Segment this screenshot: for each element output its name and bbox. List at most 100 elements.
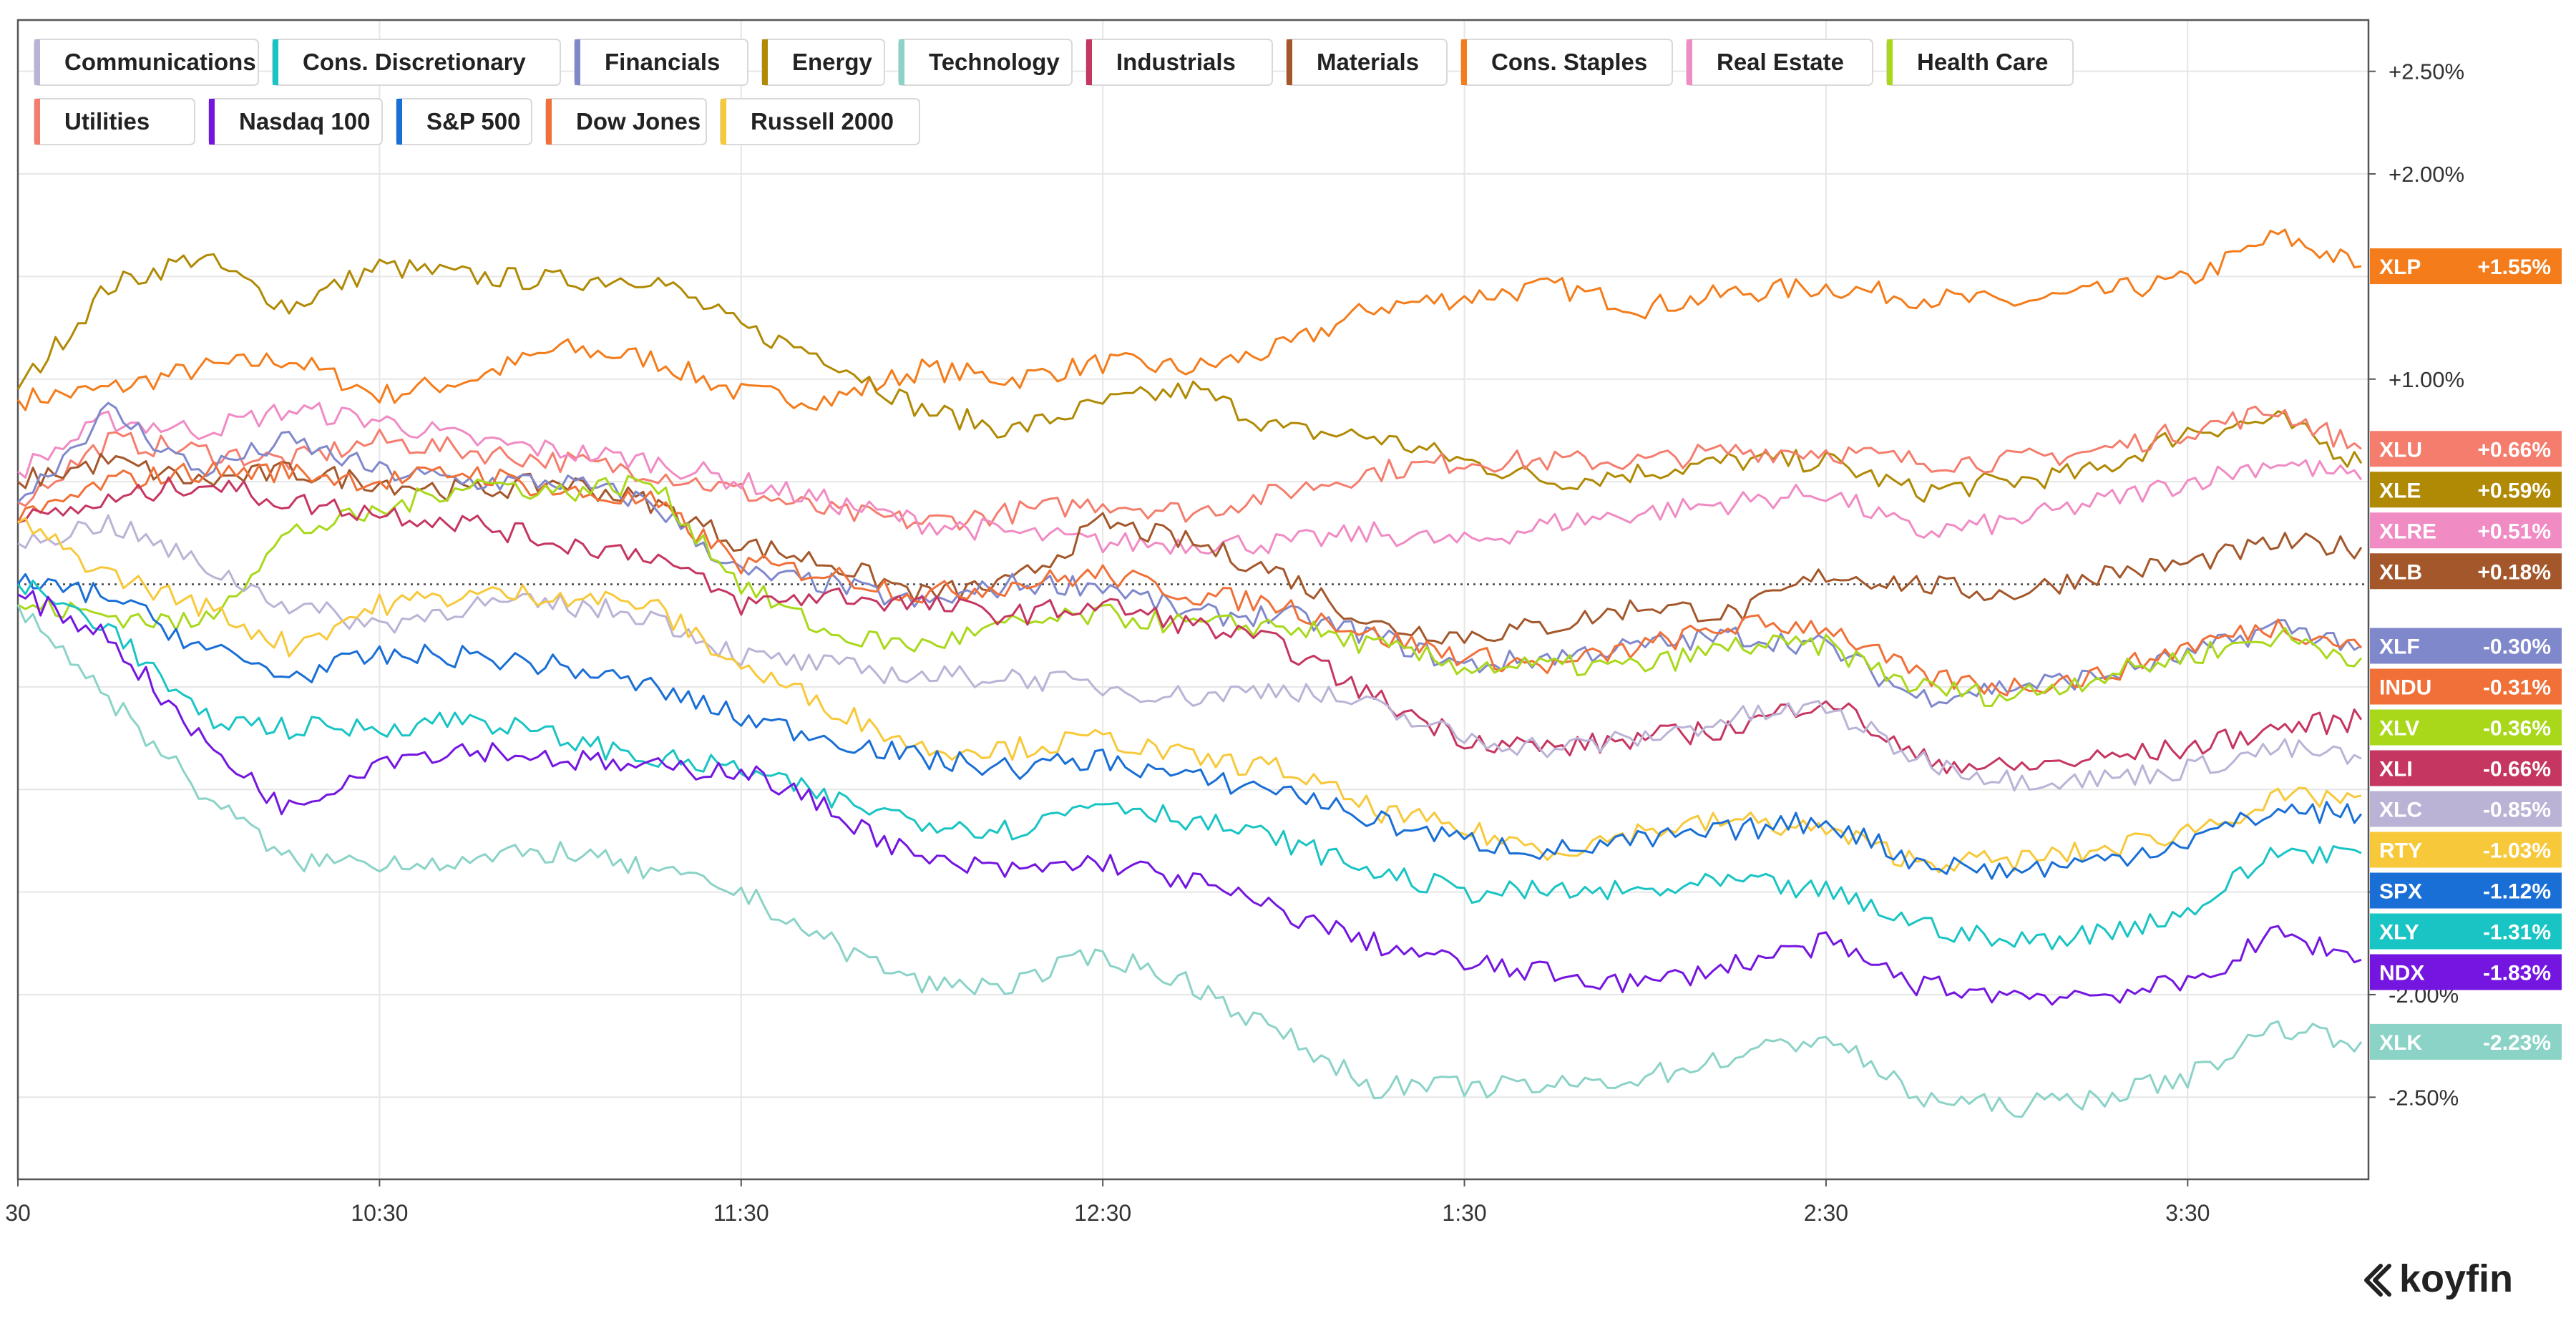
legend-color-swatch xyxy=(34,99,40,145)
end-label-ticker: XLE xyxy=(2379,479,2421,502)
axis-layer: 30 10:30 11:30 12:30 1:30 2:30 3:30 +2.50% +2.00… xyxy=(5,59,2464,1226)
end-label-value: -1.83% xyxy=(2483,962,2551,985)
end-label-value: -0.66% xyxy=(2483,758,2551,781)
end-label-ticker: SPX xyxy=(2379,880,2422,904)
legend-color-swatch xyxy=(1687,39,1692,85)
y-tick-label: +2.50% xyxy=(2389,59,2464,84)
end-label-box xyxy=(2370,248,2562,285)
end-label-value: -0.30% xyxy=(2483,635,2551,659)
legend-color-swatch xyxy=(899,39,904,85)
legend-item-russell-2000[interactable]: Russell 2000 xyxy=(720,98,920,145)
legend-label: Cons. Discretionary xyxy=(303,49,526,75)
end-label-xlf: XLF -0.30% xyxy=(2370,628,2562,664)
series-line-energy xyxy=(16,253,2363,503)
end-label-xly: XLY -1.31% xyxy=(2370,913,2562,950)
series-line-nasdaq-100 xyxy=(17,590,2362,1006)
legend-item-dow-jones[interactable]: Dow Jones xyxy=(545,98,707,145)
legend-item-financials[interactable]: Financials xyxy=(574,39,748,86)
end-label-indu: INDU -0.31% xyxy=(2370,668,2562,705)
end-label-box xyxy=(2370,628,2562,664)
end-label-value: +0.18% xyxy=(2477,560,2551,584)
legend-item-technology[interactable]: Technology xyxy=(898,39,1073,86)
end-label-box xyxy=(2370,750,2562,786)
series-line-real-estate xyxy=(17,401,2363,555)
legend-item-cons-discretionary[interactable]: Cons. Discretionary xyxy=(272,39,561,86)
end-label-spx: SPX -1.12% xyxy=(2370,872,2562,909)
end-label-value: -0.36% xyxy=(2483,717,2551,741)
legend-label: Nasdaq 100 xyxy=(239,108,370,135)
end-label-ndx: NDX -1.83% xyxy=(2370,954,2562,990)
series-line-utilities xyxy=(17,405,2362,531)
end-label-xlre: XLRE +0.51% xyxy=(2370,512,2562,549)
legend-color-swatch xyxy=(721,99,726,145)
x-tick-label: 30 xyxy=(5,1200,31,1226)
legend-color-swatch xyxy=(273,39,278,85)
end-label-value: -0.31% xyxy=(2483,676,2551,700)
legend-item-real-estate[interactable]: Real Estate xyxy=(1686,39,1873,86)
x-tick-label: 2:30 xyxy=(1804,1200,1848,1226)
legend-color-swatch xyxy=(546,99,552,145)
y-tick-label: +1.00% xyxy=(2389,367,2464,392)
end-label-ticker: RTY xyxy=(2379,839,2422,863)
end-label-ticker: INDU xyxy=(2379,676,2431,700)
series-line-cons-discretionary xyxy=(16,579,2362,950)
end-label-value: -0.85% xyxy=(2483,799,2551,822)
end-label-box xyxy=(2370,954,2562,990)
series-line-industrials xyxy=(17,476,2363,774)
y-tick-label: +2.00% xyxy=(2389,162,2464,187)
end-label-ticker: XLU xyxy=(2379,438,2422,462)
legend-item-health-care[interactable]: Health Care xyxy=(1886,39,2074,86)
legend-item-utilities[interactable]: Utilities xyxy=(34,98,195,145)
x-tick-label: 1:30 xyxy=(1442,1200,1486,1226)
legend-color-swatch xyxy=(762,39,768,85)
legend-item-cons-staples[interactable]: Cons. Staples xyxy=(1460,39,1673,86)
series-line-sandp-500 xyxy=(16,572,2363,880)
legend-label: Dow Jones xyxy=(576,108,701,135)
legend-label: Technology xyxy=(929,49,1060,75)
legend-label: Communications xyxy=(64,49,256,75)
legend-color-swatch xyxy=(1887,39,1893,85)
end-label-rty: RTY -1.03% xyxy=(2370,832,2562,868)
end-label-box xyxy=(2370,553,2562,590)
end-label-value: +1.55% xyxy=(2477,255,2551,279)
series-line-technology xyxy=(16,604,2363,1118)
legend-color-swatch xyxy=(1086,39,1092,85)
legend-item-industrials[interactable]: Industrials xyxy=(1085,39,1273,86)
legend-label: Financials xyxy=(605,49,720,75)
end-label-ticker: XLC xyxy=(2379,799,2422,822)
legend-label: Real Estate xyxy=(1717,49,1844,75)
end-label-box xyxy=(2370,472,2562,508)
plot-frame xyxy=(16,19,2370,1181)
legend-color-swatch xyxy=(396,99,402,145)
series-line-cons-staples xyxy=(16,228,2362,411)
legend-item-sandp-500[interactable]: S&P 500 xyxy=(396,98,532,145)
end-label-box xyxy=(2370,512,2562,549)
y-tick-label: -2.50% xyxy=(2389,1085,2459,1110)
legend-item-communications[interactable]: Communications xyxy=(34,39,259,86)
end-label-ticker: XLRE xyxy=(2379,520,2436,543)
koyfin-logo-text: koyfin xyxy=(2399,1257,2513,1300)
legend-item-nasdaq-100[interactable]: Nasdaq 100 xyxy=(208,98,383,145)
end-label-ticker: XLF xyxy=(2379,635,2420,659)
legend-label: Cons. Staples xyxy=(1491,49,1647,75)
grid-layer xyxy=(18,20,2368,1179)
legend-label: Materials xyxy=(1317,49,1419,75)
series-line-financials xyxy=(16,401,2362,708)
end-label-ticker: XLK xyxy=(2379,1031,2422,1055)
legend-label: Russell 2000 xyxy=(751,108,894,135)
legend-item-energy[interactable]: Energy xyxy=(761,39,885,86)
end-label-ticker: XLV xyxy=(2379,717,2419,741)
end-label-ticker: XLB xyxy=(2379,560,2422,584)
end-label-xlb: XLB +0.18% xyxy=(2370,553,2562,590)
end-label-value: -1.12% xyxy=(2483,880,2551,904)
end-label-xlk: XLK -2.23% xyxy=(2370,1023,2562,1060)
end-label-box xyxy=(2370,431,2562,467)
end-label-box xyxy=(2370,832,2562,868)
koyfin-logo-mark xyxy=(2364,1264,2391,1297)
koyfin-logo: koyfin xyxy=(2364,1257,2513,1300)
end-label-ticker: XLP xyxy=(2379,255,2421,279)
legend-label: Utilities xyxy=(64,108,150,135)
legend-item-materials[interactable]: Materials xyxy=(1286,39,1448,86)
legend-label: Energy xyxy=(792,49,873,75)
